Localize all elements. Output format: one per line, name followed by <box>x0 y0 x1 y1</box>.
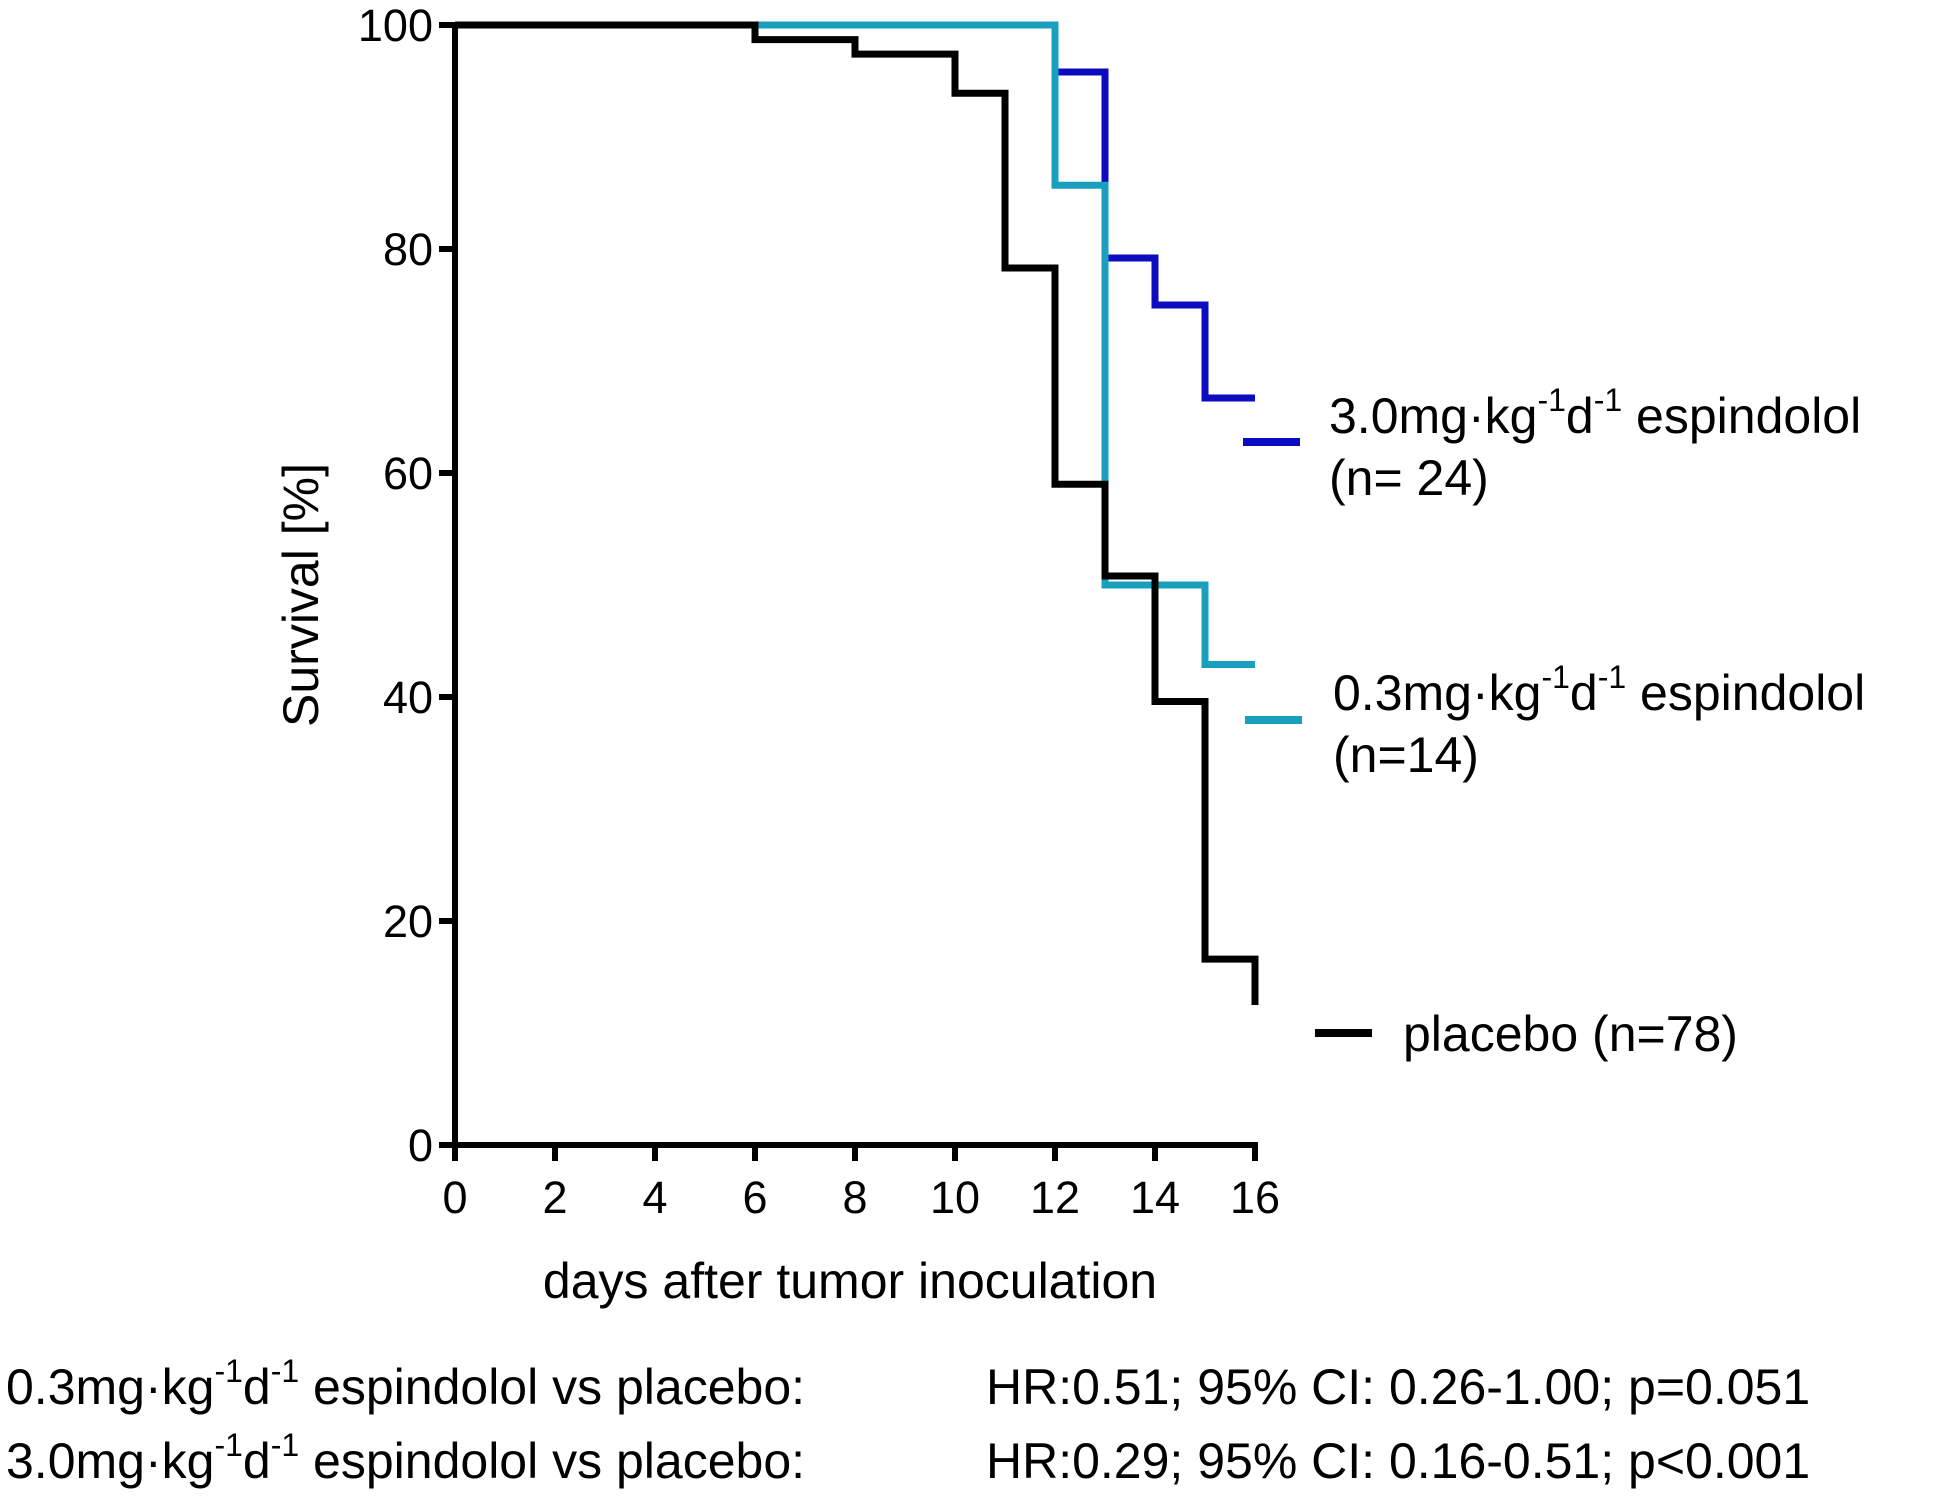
x-tick-label: 2 <box>542 1172 567 1223</box>
y-tick-label: 100 <box>358 0 433 51</box>
legend-entry-high: 3.0mg·kg-1d-1 espindolol (n= 24) <box>1329 382 1862 509</box>
x-tick-label: 14 <box>1130 1172 1180 1223</box>
y-tick-label: 20 <box>383 896 433 947</box>
legend-label-low: 0.3mg·kg-1d-1 espindolol <box>1333 659 1866 721</box>
footer-comparison-low: 0.3mg·kg-1d-1 espindolol vs placebo: <box>6 1353 806 1415</box>
x-tick-label: 12 <box>1030 1172 1080 1223</box>
legend-n-low: (n=14) <box>1333 727 1479 783</box>
footer-comparison-high: 3.0mg·kg-1d-1 espindolol vs placebo: <box>6 1427 806 1489</box>
x-tick-label: 4 <box>642 1172 667 1223</box>
x-tick-label: 16 <box>1230 1172 1280 1223</box>
footer-hr-low: HR:0.51; 95% CI: 0.26-1.00; p=0.051 <box>986 1359 1811 1415</box>
x-axis-label: days after tumor inoculation <box>543 1253 1157 1309</box>
legend-label-placebo: placebo (n=78) <box>1403 1006 1738 1062</box>
x-tick-label: 0 <box>442 1172 467 1223</box>
footer-stat-high: 3.0mg·kg-1d-1 espindolol vs placebo: HR:0… <box>6 1427 1811 1490</box>
series-layer <box>455 21 1259 1005</box>
legend-entry-low: 0.3mg·kg-1d-1 espindolol (n=14) <box>1333 659 1866 786</box>
ticks-layer: 0 2 4 6 8 10 12 14 16 0 20 40 60 80 100 <box>358 0 1280 1223</box>
x-tick-label: 8 <box>842 1172 867 1223</box>
legend-entry-placebo: placebo (n=78) <box>1403 1003 1738 1065</box>
y-tick-label: 40 <box>383 672 433 723</box>
y-tick-label: 80 <box>383 224 433 275</box>
series-line-high <box>455 21 1255 402</box>
legend-swatches <box>1243 438 1372 1037</box>
legend-label-high: 3.0mg·kg-1d-1 espindolol <box>1329 382 1862 444</box>
legend-n-high: (n= 24) <box>1329 450 1489 506</box>
y-axis-label: Survival [%] <box>273 463 329 727</box>
series-line-low <box>455 21 1255 668</box>
x-tick-label: 6 <box>742 1172 767 1223</box>
footer-hr-high: HR:0.29; 95% CI: 0.16-0.51; p<0.001 <box>986 1433 1811 1489</box>
series-line-placebo <box>455 21 1259 1005</box>
x-tick-label: 10 <box>930 1172 980 1223</box>
footer-stat-low: 0.3mg·kg-1d-1 espindolol vs placebo: HR:0… <box>6 1353 1811 1416</box>
y-tick-label: 0 <box>408 1120 433 1171</box>
y-tick-label: 60 <box>383 448 433 499</box>
